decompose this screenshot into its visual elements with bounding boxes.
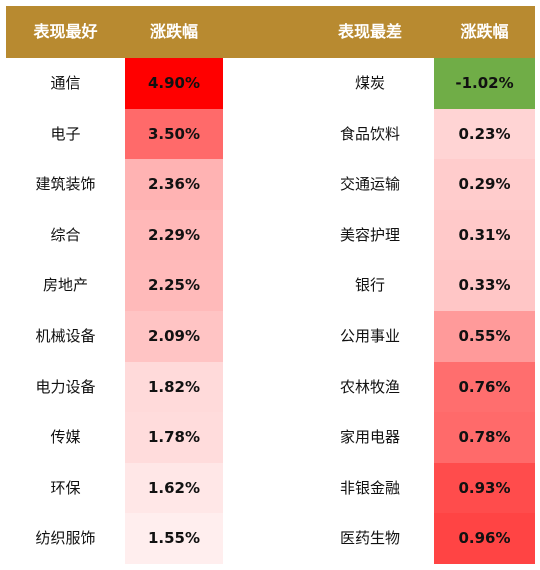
best-sector-name: 电力设备 <box>35 377 96 396</box>
best-sector-change: 2.09% <box>125 311 223 362</box>
worst-sector-change: 0.33% <box>434 260 535 311</box>
best-sector-change: 1.78% <box>125 412 223 463</box>
best-sector-change: 2.29% <box>125 209 223 261</box>
worst-sector-name: 食品饮料 <box>339 124 400 143</box>
table-row: 建筑装饰 2.36% 交通运输 0.29% <box>6 159 535 210</box>
worst-sector-name: 公用事业 <box>339 327 400 345</box>
worst-sector-name: 美容护理 <box>339 225 400 244</box>
header-worst: 表现最差 <box>337 22 402 41</box>
table-row: 电力设备 1.82% 农林牧渔 0.76% <box>6 361 535 413</box>
table-row: 通信 4.90% 煤炭 -1.02% <box>6 58 535 109</box>
header-best: 表现最好 <box>33 22 98 41</box>
best-sector-name: 电子 <box>50 124 81 143</box>
worst-sector-change: 0.93% <box>434 462 535 514</box>
best-sector-change: 4.90% <box>125 58 223 109</box>
worst-sector-change: 0.55% <box>434 311 535 362</box>
best-sector-name: 纺织服饰 <box>35 529 96 548</box>
table-row: 传媒 1.78% 家用电器 0.78% <box>6 412 535 463</box>
worst-sector-change: 0.78% <box>434 412 535 463</box>
worst-sector-change: 0.29% <box>434 159 535 210</box>
worst-sector-change: 0.96% <box>434 513 535 564</box>
best-sector-name: 建筑装饰 <box>35 175 96 194</box>
worst-sector-change: -1.02% <box>434 58 535 109</box>
worst-sector-name: 非银金融 <box>339 478 400 497</box>
worst-sector-name: 煤炭 <box>354 74 385 92</box>
best-sector-change: 1.62% <box>125 462 223 514</box>
best-sector-change: 2.25% <box>125 260 223 311</box>
best-sector-name: 传媒 <box>50 428 81 447</box>
table-row: 环保 1.62% 非银金融 0.93% <box>6 462 535 514</box>
table-row: 机械设备 2.09% 公用事业 0.55% <box>6 311 535 362</box>
best-sector-name: 通信 <box>50 74 81 92</box>
worst-sector-change: 0.23% <box>434 108 535 160</box>
best-sector-name: 综合 <box>50 225 81 244</box>
best-sector-name: 房地产 <box>42 276 88 295</box>
best-sector-change: 1.82% <box>125 361 223 413</box>
worst-sector-name: 家用电器 <box>339 428 400 447</box>
best-sector-change: 2.36% <box>125 159 223 210</box>
worst-sector-name: 银行 <box>354 276 385 295</box>
worst-sector-name: 交通运输 <box>339 175 400 194</box>
best-sector-change: 1.55% <box>125 513 223 564</box>
table-row: 电子 3.50% 食品饮料 0.23% <box>6 108 535 160</box>
best-sector-name: 机械设备 <box>35 327 96 345</box>
table-header: 表现最好 涨跌幅 表现最差 涨跌幅 <box>6 6 535 58</box>
worst-sector-name: 农林牧渔 <box>339 377 400 396</box>
worst-sector-change: 0.76% <box>434 361 535 413</box>
table-row: 房地产 2.25% 银行 0.33% <box>6 260 535 311</box>
table-row: 纺织服饰 1.55% 医药生物 0.96% <box>6 513 535 564</box>
header-worst-change: 涨跌幅 <box>460 22 509 41</box>
best-sector-name: 环保 <box>50 478 81 497</box>
best-sector-change: 3.50% <box>125 108 223 160</box>
table-row: 综合 2.29% 美容护理 0.31% <box>6 209 535 261</box>
header-best-change: 涨跌幅 <box>149 22 198 41</box>
worst-sector-name: 医药生物 <box>339 529 400 548</box>
sector-performance-table: 表现最好 涨跌幅 表现最差 涨跌幅 通信 4.90% 煤炭 -1.02% 电子 3.50%… <box>6 6 535 564</box>
worst-sector-change: 0.31% <box>434 209 535 261</box>
